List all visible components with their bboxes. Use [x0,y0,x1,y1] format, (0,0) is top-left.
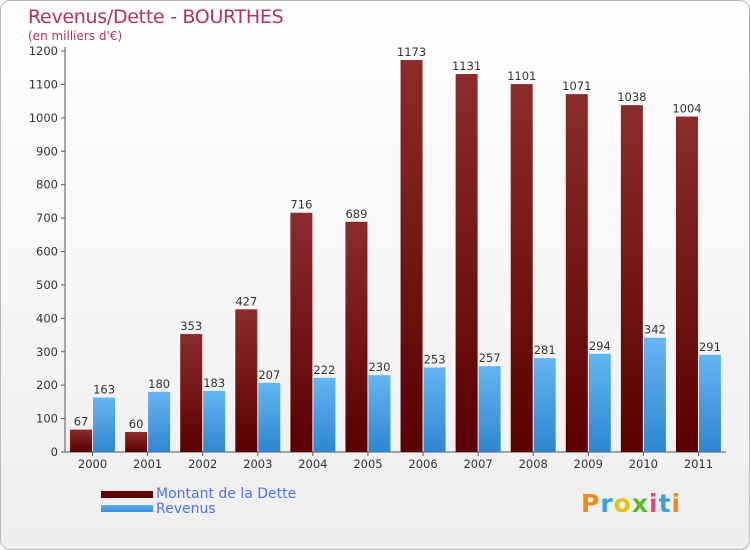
logo-letter: r [600,489,614,518]
data-label-dette: 1101 [507,69,536,83]
bar-dette [565,94,588,453]
x-tick-label: 2003 [243,457,272,471]
bar-dette [675,116,698,452]
data-label-dette: 60 [129,417,144,431]
x-tick-label: 2010 [629,457,658,471]
y-tick-label: 600 [36,245,58,259]
x-tick-label: 2005 [353,457,382,471]
bar-dette [400,60,423,453]
data-label-revenus: 291 [699,340,721,354]
data-label-dette: 353 [180,319,202,333]
bar-dette [345,221,368,452]
legend-label-dette: Montant de la Dette [156,486,297,502]
y-tick-label: 1200 [29,44,58,58]
data-label-dette: 1004 [672,101,701,115]
bar-dette [70,429,93,452]
data-label-revenus: 257 [479,351,501,365]
y-tick-label: 700 [36,211,58,225]
bar-revenus [313,377,336,452]
bar-dette [620,105,643,452]
bar-dette [455,74,478,453]
bar-dette [125,431,148,452]
chart-title: Revenus/Dette - BOURTHES [28,6,284,28]
bar-revenus [93,397,116,452]
data-label-dette: 67 [74,415,89,429]
bar-revenus [258,382,281,452]
data-label-revenus: 222 [313,363,335,377]
x-tick-label: 2008 [519,457,548,471]
proxiti-logo: Proxiti [581,489,681,518]
data-label-revenus: 281 [534,343,556,357]
data-label-dette: 1131 [452,59,481,73]
logo-letter: i [649,489,659,518]
y-tick-label: 0 [51,445,58,459]
data-label-revenus: 207 [258,368,280,382]
y-tick-label: 400 [36,311,58,325]
data-label-dette: 1038 [617,90,646,104]
x-tick-label: 2007 [463,457,492,471]
data-label-revenus: 183 [203,376,225,390]
x-tick-label: 2011 [684,457,713,471]
data-label-revenus: 294 [589,339,611,353]
legend-swatch-dette [101,491,153,498]
chart-subtitle: (en milliers d'€) [28,29,123,43]
bar-revenus [588,353,611,452]
y-tick-label: 1100 [29,77,58,91]
logo-letter: o [613,489,632,518]
bar-revenus [533,358,556,452]
x-tick-label: 2000 [78,457,107,471]
logo-letter: P [581,489,601,518]
logo-letter: x [631,489,649,518]
logo-letter: t [658,489,672,518]
bar-dette [235,309,258,452]
data-label-revenus: 163 [93,383,115,397]
bar-dette [180,334,203,452]
x-tick-label: 2001 [133,457,162,471]
data-label-dette: 1173 [397,45,426,59]
bar-dette [510,84,533,453]
data-label-dette: 1071 [562,79,591,93]
y-tick-label: 500 [36,278,58,292]
logo-letter: i [671,489,682,518]
data-label-revenus: 253 [424,352,446,366]
bar-revenus [368,375,391,452]
y-tick-label: 1000 [29,111,58,125]
legend-swatch-revenus [101,505,153,512]
y-tick-label: 900 [36,144,58,158]
data-label-dette: 689 [345,207,367,221]
bar-dette [290,212,313,452]
bar-revenus [423,367,446,452]
data-label-revenus: 342 [644,323,666,337]
data-label-dette: 427 [235,294,257,308]
bar-revenus [203,390,226,452]
x-tick-label: 2004 [298,457,327,471]
y-tick-label: 800 [36,178,58,192]
legend-label-revenus: Revenus [156,501,216,517]
data-label-revenus: 230 [368,360,390,374]
x-tick-label: 2002 [188,457,217,471]
y-tick-label: 200 [36,378,58,392]
y-tick-label: 300 [36,345,58,359]
x-tick-label: 2009 [574,457,603,471]
data-label-revenus: 180 [148,377,170,391]
bar-revenus [698,354,721,452]
x-tick-label: 2006 [408,457,437,471]
bar-revenus [643,337,666,452]
data-label-dette: 716 [290,198,312,212]
bar-revenus [478,366,501,452]
bar-revenus [148,391,171,452]
y-tick-label: 100 [36,412,58,426]
